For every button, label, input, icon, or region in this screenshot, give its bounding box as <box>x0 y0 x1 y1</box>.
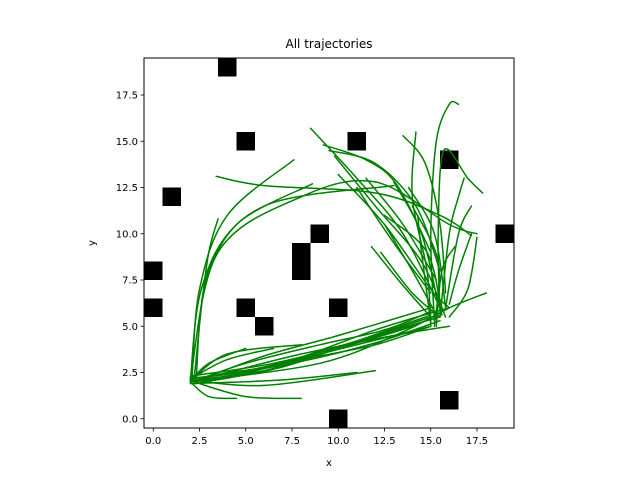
y-tick-label-1: 2.5 <box>122 368 138 379</box>
obstacle-cell-12 <box>329 298 348 317</box>
y-tick-label-0: 0.0 <box>122 414 138 425</box>
trajectory-line-15 <box>189 381 238 400</box>
trajectory-line-5 <box>189 321 423 377</box>
trajectory-line-25 <box>215 175 473 237</box>
y-tick-label-2: 5.0 <box>122 322 138 333</box>
obstacle-cell-15 <box>329 409 348 428</box>
trajectory-line-37 <box>407 186 447 309</box>
trajectory-line-49 <box>393 181 439 305</box>
y-tick-label-7: 17.5 <box>116 91 138 102</box>
trajectory-line-14 <box>193 381 303 400</box>
obstacle-cell-9 <box>144 261 163 280</box>
obstacle-cell-7 <box>292 243 311 262</box>
trajectory-line-11 <box>191 310 432 383</box>
obstacle-cell-10 <box>144 298 163 317</box>
x-tick-label-2: 5.0 <box>238 436 254 447</box>
obstacle-layer <box>144 58 514 428</box>
trajectory-line-45 <box>435 245 456 328</box>
trajectory-line-47 <box>448 236 478 318</box>
obstacle-cell-1 <box>236 132 255 151</box>
obstacle-cell-4 <box>162 187 181 206</box>
trajectory-layer <box>189 100 488 400</box>
y-axis-ticks: 0.0 2.5 5.0 7.5 10.0 12.5 15.0 17.5 <box>116 91 144 425</box>
x-tick-label-7: 17.5 <box>466 436 488 447</box>
y-tick-label-6: 15.0 <box>116 137 138 148</box>
y-tick-label-5: 12.5 <box>116 183 138 194</box>
trajectory-line-23 <box>195 184 395 385</box>
y-tick-label-4: 10.0 <box>116 229 138 240</box>
obstacle-cell-2 <box>347 132 366 151</box>
trajectory-line-24 <box>189 179 478 381</box>
obstacle-cell-5 <box>495 224 514 243</box>
chart-title: All trajectories <box>286 37 373 51</box>
trajectory-line-46 <box>417 214 432 324</box>
x-axis-ticks: 0.0 2.5 5.0 7.5 10.0 12.5 15.0 17.5 <box>145 428 488 447</box>
trajectory-line-42 <box>439 177 465 318</box>
trajectory-line-30 <box>365 177 438 281</box>
obstacle-cell-13 <box>255 317 274 336</box>
trajectory-line-22 <box>189 183 314 383</box>
trajectory-line-18 <box>189 344 303 383</box>
trajectory-line-12 <box>189 369 377 387</box>
trajectory-line-19 <box>189 292 488 383</box>
x-tick-label-5: 12.5 <box>373 436 395 447</box>
trajectory-line-10 <box>189 319 441 379</box>
axes-frame <box>143 57 515 429</box>
obstacle-cell-11 <box>236 298 255 317</box>
x-tick-label-6: 15.0 <box>420 436 442 447</box>
obstacle-cell-0 <box>218 58 237 77</box>
y-tick-label-3: 7.5 <box>122 276 138 287</box>
obstacle-cell-14 <box>440 391 459 410</box>
trajectory-line-29 <box>356 186 432 294</box>
x-axis-label: x <box>326 458 332 469</box>
y-axis-label: y <box>87 240 98 246</box>
trajectory-line-31 <box>370 245 432 318</box>
trajectory-line-39 <box>411 131 432 328</box>
obstacle-cell-6 <box>310 224 329 243</box>
trajectory-line-13 <box>189 371 358 385</box>
x-tick-label-4: 10.0 <box>327 436 349 447</box>
obstacle-cell-8 <box>292 261 311 280</box>
x-tick-label-3: 7.5 <box>284 436 300 447</box>
x-tick-label-1: 2.5 <box>192 436 208 447</box>
trajectory-line-44 <box>448 233 473 305</box>
trajectory-line-43 <box>444 205 473 309</box>
x-tick-label-0: 0.0 <box>145 436 161 447</box>
trajectory-line-41 <box>437 148 484 313</box>
